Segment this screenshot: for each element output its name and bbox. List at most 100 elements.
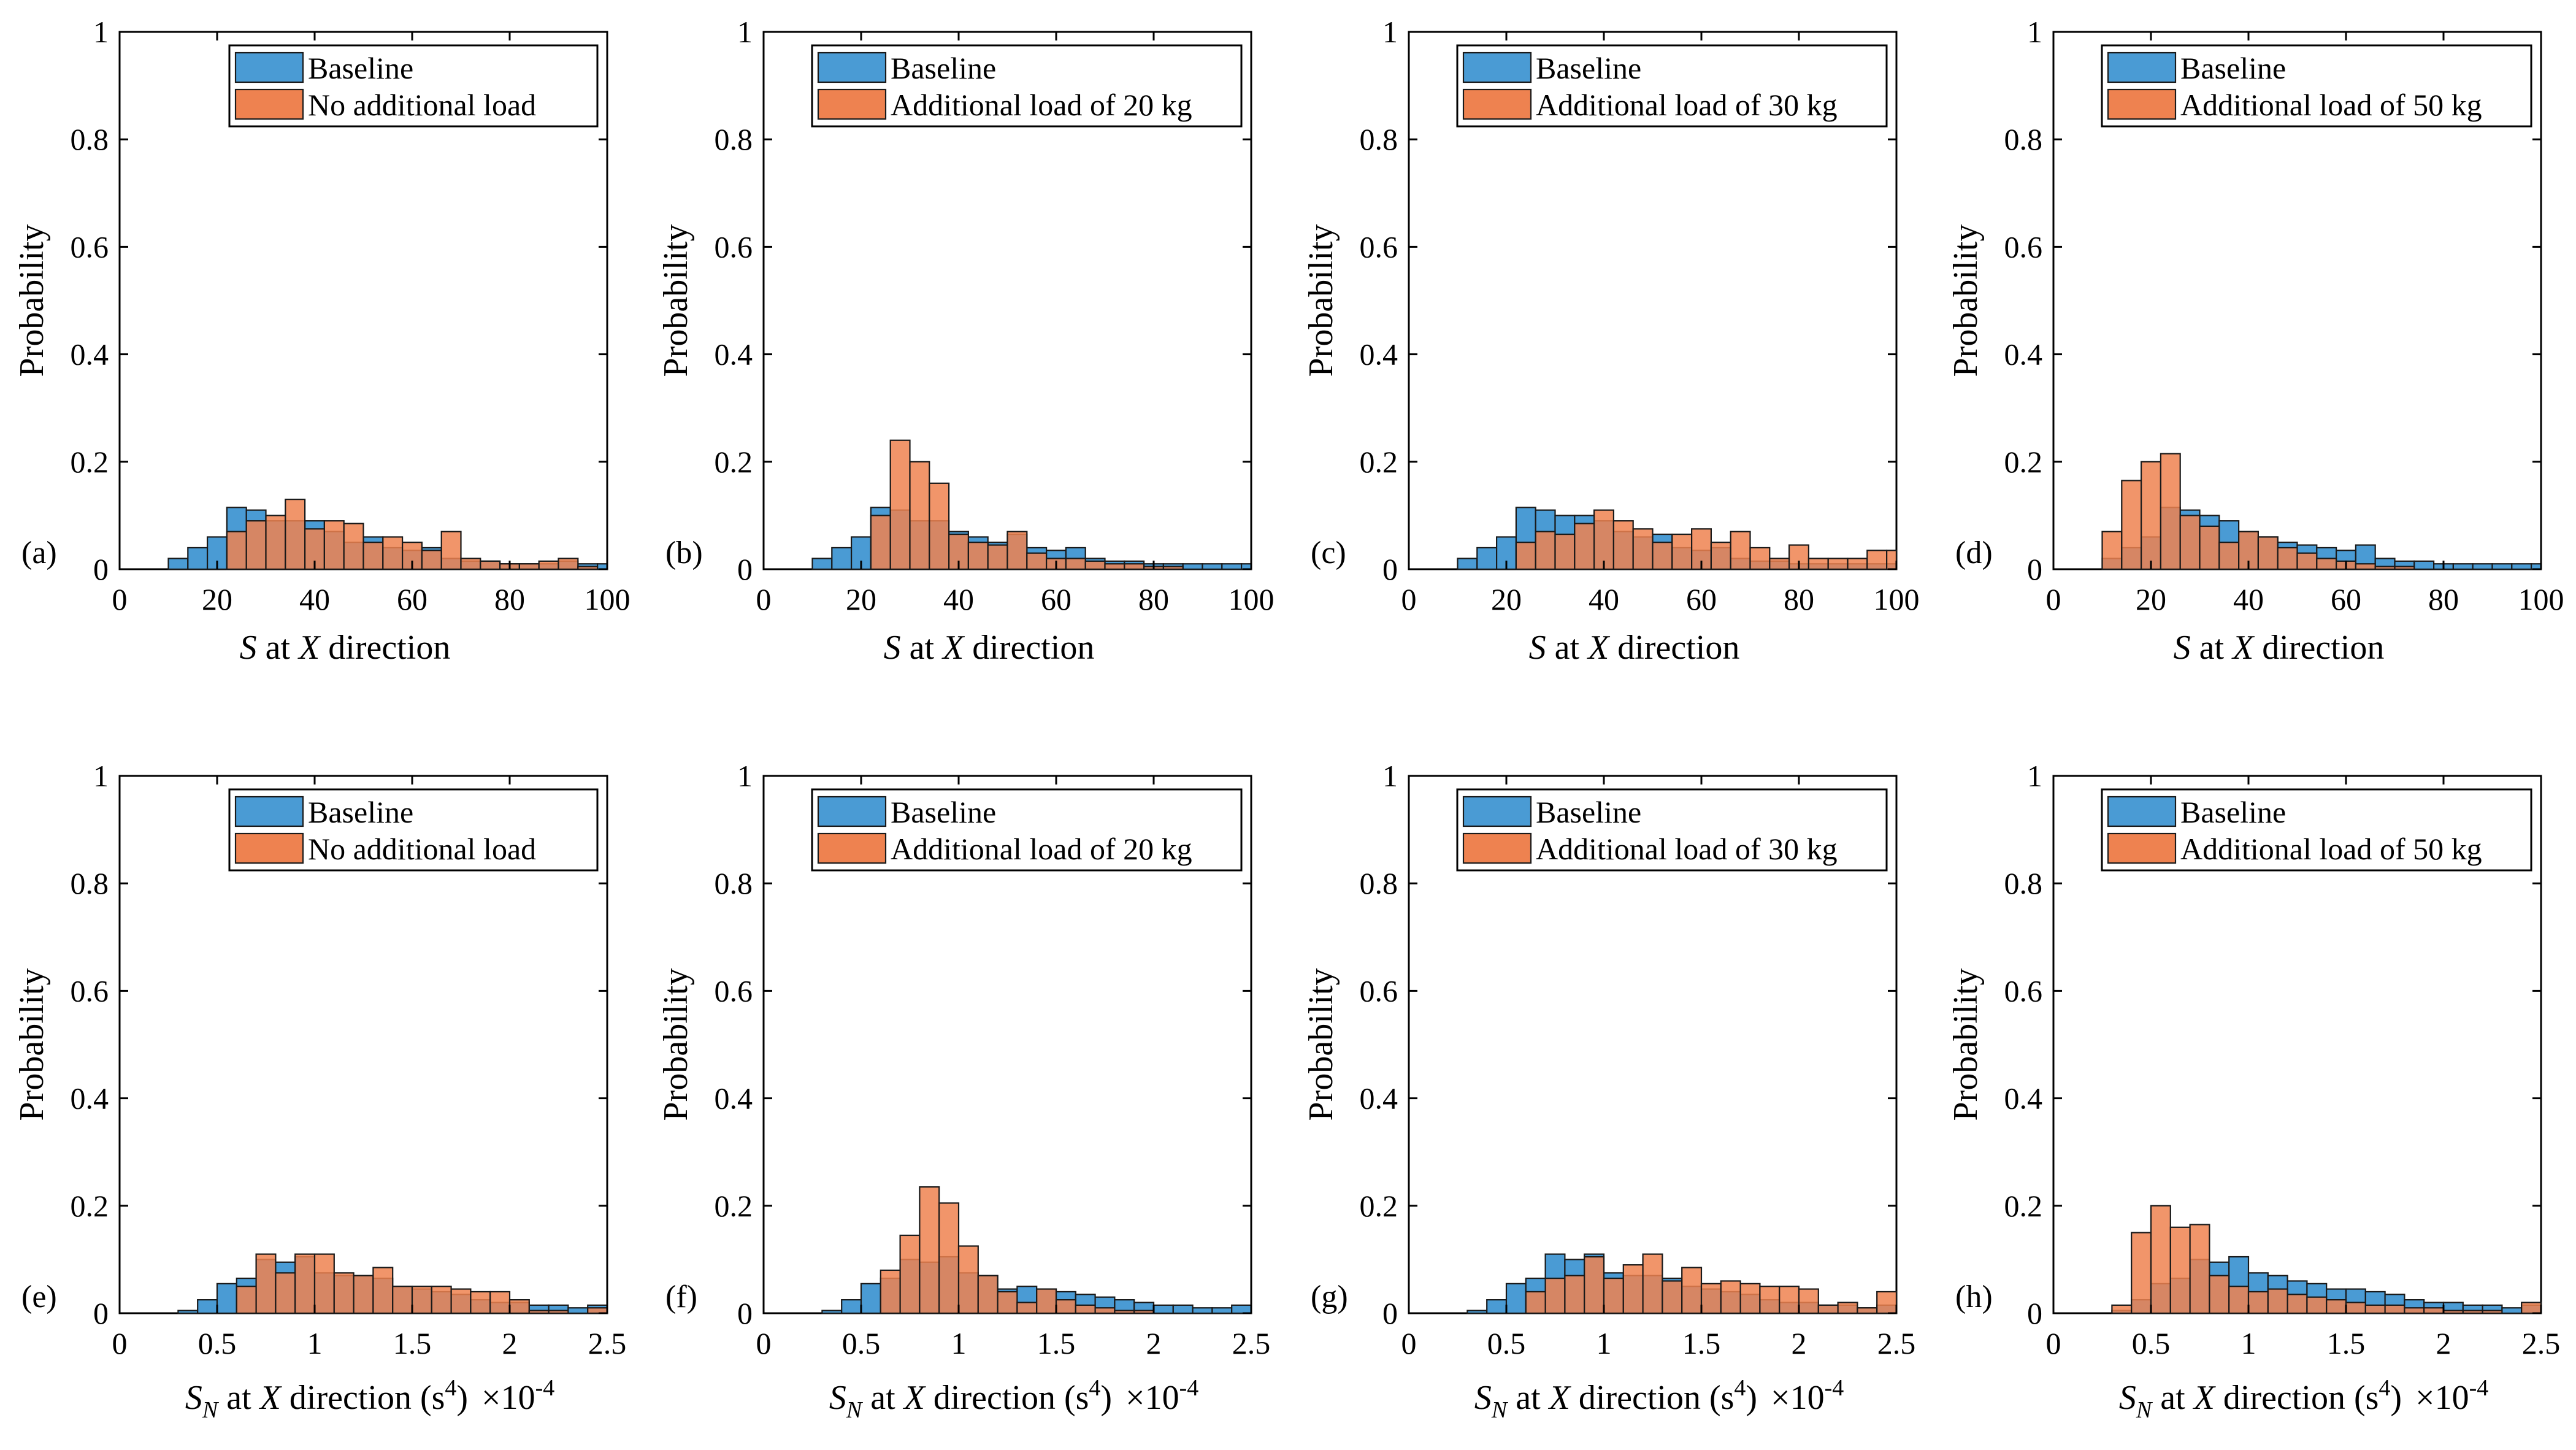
histogram-bar xyxy=(353,1275,374,1314)
legend-label-baseline: Baseline xyxy=(1536,795,1641,829)
histogram-bar xyxy=(929,482,950,570)
legend-label-baseline: Baseline xyxy=(2180,795,2286,829)
histogram-bar xyxy=(909,461,930,570)
x-tick-label: 2 xyxy=(2436,1326,2451,1360)
histogram-bar xyxy=(1817,1304,1839,1314)
panel-label: (g) xyxy=(1311,1279,1348,1314)
histogram-bar xyxy=(2267,1288,2288,1314)
histogram-bar xyxy=(187,547,209,570)
histogram-bar xyxy=(372,1267,394,1314)
x-tick-label: 0 xyxy=(1401,1326,1417,1360)
histogram-bar xyxy=(1857,1307,1878,1314)
x-tick-label: 1.5 xyxy=(1037,1326,1076,1360)
y-tick-label: 0.2 xyxy=(71,445,109,479)
histogram-bar xyxy=(470,1291,491,1314)
histogram-bar xyxy=(431,1286,452,1314)
y-tick-label: 0.4 xyxy=(715,337,753,372)
legend-swatch-load xyxy=(817,88,887,120)
y-tick-label: 0.8 xyxy=(71,122,109,156)
panel-label: (c) xyxy=(1311,535,1346,570)
x-tick-label: 20 xyxy=(846,582,876,616)
y-tick-label: 0.6 xyxy=(1360,973,1398,1008)
histogram-bar xyxy=(1584,1256,1605,1314)
histogram-bar xyxy=(2247,1291,2269,1314)
x-tick-label: 0.5 xyxy=(198,1326,237,1360)
legend-label-baseline: Baseline xyxy=(2180,51,2286,85)
series-load xyxy=(870,439,1184,570)
histogram-bar xyxy=(1162,566,1184,570)
x-tick-label: 80 xyxy=(1784,582,1814,616)
x-tick-label: 2 xyxy=(1792,1326,1807,1360)
y-axis-label: Probability xyxy=(13,969,51,1121)
histogram-bar xyxy=(2462,1310,2483,1314)
histogram-bar xyxy=(957,1245,979,1314)
x-axis-label: S at X direction xyxy=(884,629,1095,667)
x-axis-exponent: ×10-4 xyxy=(2415,1375,2488,1417)
x-axis-exponent: ×10-4 xyxy=(481,1375,554,1417)
series-load xyxy=(1525,1253,1898,1314)
legend-label-baseline: Baseline xyxy=(308,795,413,829)
histogram-bar xyxy=(2355,563,2376,570)
histogram-bar xyxy=(860,1283,881,1314)
histogram-bar xyxy=(1094,1307,1116,1314)
histogram-bar xyxy=(460,558,481,570)
y-tick-label: 0.4 xyxy=(1360,337,1398,372)
histogram-bar xyxy=(1593,509,1615,570)
panel-label: (d) xyxy=(1955,535,1993,570)
histogram-bar xyxy=(236,1286,257,1314)
histogram-bar xyxy=(1075,1304,1096,1314)
y-tick-label: 0.8 xyxy=(715,866,753,900)
y-tick-label: 0.8 xyxy=(2004,866,2043,900)
histogram-bar xyxy=(821,1310,843,1314)
histogram-bar xyxy=(811,558,833,570)
histogram-bar xyxy=(197,1299,218,1314)
histogram-bar xyxy=(1084,560,1106,570)
y-tick-label: 0.6 xyxy=(1360,229,1398,264)
histogram-bar xyxy=(1603,1277,1624,1314)
panel-b: 0 0.2 0.4 0.6 0.8 1 0 20 40 60 80 100 Probability S a… xyxy=(657,15,1275,667)
histogram-bar xyxy=(1006,531,1028,570)
legend-label-load: No additional load xyxy=(308,832,536,866)
y-tick-label: 0.2 xyxy=(2004,1189,2043,1223)
y-tick-label: 0.4 xyxy=(71,1081,109,1116)
legend-swatch-load xyxy=(1462,88,1532,120)
series-load xyxy=(2111,1205,2542,1314)
histogram-bar xyxy=(938,1202,960,1314)
histogram-bar xyxy=(2141,461,2162,570)
histogram-bar xyxy=(1866,550,1888,570)
histogram-bar xyxy=(1182,563,1203,570)
x-axis-label: S at X direction xyxy=(1529,629,1740,667)
histogram-bar xyxy=(558,558,579,570)
histogram-bar xyxy=(1622,1264,1644,1314)
histogram-bar xyxy=(977,1275,999,1314)
histogram-bar xyxy=(2228,1286,2250,1314)
histogram-bar xyxy=(2413,560,2435,570)
histogram-bar xyxy=(2501,1307,2523,1314)
histogram-bar xyxy=(1152,1304,1174,1314)
histogram-bar xyxy=(987,544,1008,570)
x-tick-label: 2 xyxy=(502,1326,518,1360)
panel-g: 0 0.2 0.4 0.6 0.8 1 0 0.5 1 1.5 2 2.5 Probability SN … xyxy=(1302,759,1915,1423)
y-axis-label: Probability xyxy=(1947,224,1985,377)
panel-e: 0 0.2 0.4 0.6 0.8 1 0 0.5 1 1.5 2 2.5 Probability SN … xyxy=(13,759,626,1423)
x-tick-label: 40 xyxy=(2233,582,2264,616)
histogram-bar xyxy=(2199,525,2220,570)
histogram-bar xyxy=(1231,1304,1252,1314)
histogram-bar xyxy=(2316,558,2337,570)
y-tick-label: 0.8 xyxy=(71,866,109,900)
x-tick-label: 20 xyxy=(202,582,232,616)
y-axis-label: Probability xyxy=(1302,224,1340,377)
histogram-bar xyxy=(2423,1307,2445,1314)
histogram-bar xyxy=(450,1288,472,1314)
histogram-bar xyxy=(275,1272,296,1314)
legend-label-load: Additional load of 20 kg xyxy=(891,832,1192,866)
x-tick-label: 0 xyxy=(2046,582,2061,616)
histogram-bar xyxy=(313,1253,335,1314)
y-tick-label: 1 xyxy=(1382,759,1398,793)
y-tick-label: 0.2 xyxy=(715,1189,753,1223)
x-tick-label: 20 xyxy=(1491,582,1522,616)
x-tick-label: 2.5 xyxy=(1232,1326,1271,1360)
